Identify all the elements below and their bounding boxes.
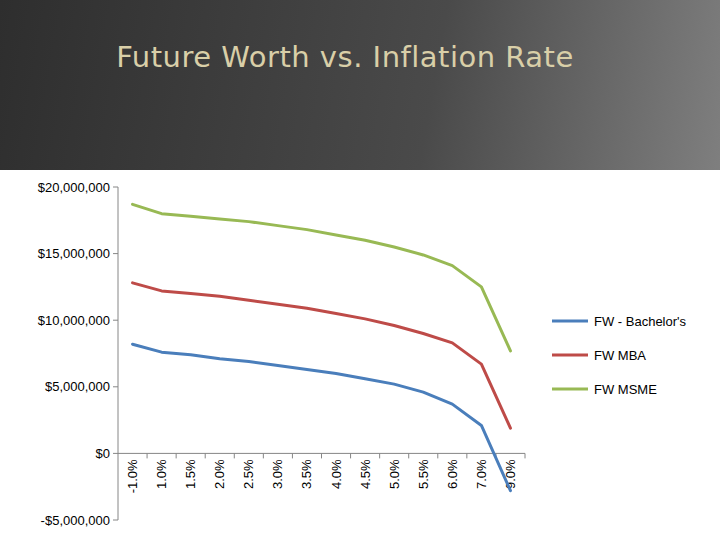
title: Future Worth vs. Inflation Rate [0,40,690,74]
legend-label: FW - Bachelor's [594,314,687,329]
y-tick [113,453,118,454]
x-tick [525,453,526,458]
x-tick-label: 4.5% [358,459,373,489]
y-tick [113,320,118,321]
y-tick [113,187,118,188]
x-tick [350,453,351,458]
y-tick-label: $15,000,000 [38,246,110,261]
x-tick-label: 5.0% [387,459,402,489]
x-tick-label: 9.0% [503,459,518,489]
y-tick-label: $5,000,000 [45,379,110,394]
x-tick-label: 3.5% [299,459,314,489]
x-tick [205,453,206,458]
series-line [133,204,511,351]
x-tick [147,453,148,458]
series-line [133,344,511,491]
y-tick-label: $0 [96,446,110,461]
x-tick-label: 4.0% [329,459,344,489]
x-tick-label: 5.5% [416,459,431,489]
legend-swatch [552,388,588,391]
x-tick-label: 6.0% [445,459,460,489]
x-tick [321,453,322,458]
x-tick [466,453,467,458]
x-tick [234,453,235,458]
chart: -$5,000,000 $0 $5,000,000 $10,000,000 $15,00… [0,0,720,540]
x-tick [437,453,438,458]
legend-label: FW MSME [594,382,657,397]
y-tick [113,386,118,387]
x-tick [379,453,380,458]
x-tick-label: 1.0% [154,459,169,489]
series-line [133,283,511,428]
y-tick [113,253,118,254]
y-axis [118,187,119,520]
slide: Future Worth vs. Inflation Rate -$5,000,… [0,0,720,540]
x-tick [292,453,293,458]
legend-swatch [552,320,588,323]
y-tick [113,520,118,521]
x-tick [263,453,264,458]
y-tick-label: $10,000,000 [38,313,110,328]
x-tick [176,453,177,458]
x-tick-label: 3.0% [270,459,285,489]
plot-area [133,204,511,490]
x-tick-label: 2.0% [212,459,227,489]
x-tick-label: -1.0% [125,459,140,493]
x-tick-label: 7.0% [474,459,489,489]
y-tick-label: -$5,000,000 [41,513,110,528]
x-tick-label: 1.5% [183,459,198,489]
y-tick-label: $20,000,000 [38,180,110,195]
x-tick-label: 2.5% [241,459,256,489]
legend-swatch [552,354,588,357]
legend-label: FW MBA [594,348,646,363]
x-tick [408,453,409,458]
